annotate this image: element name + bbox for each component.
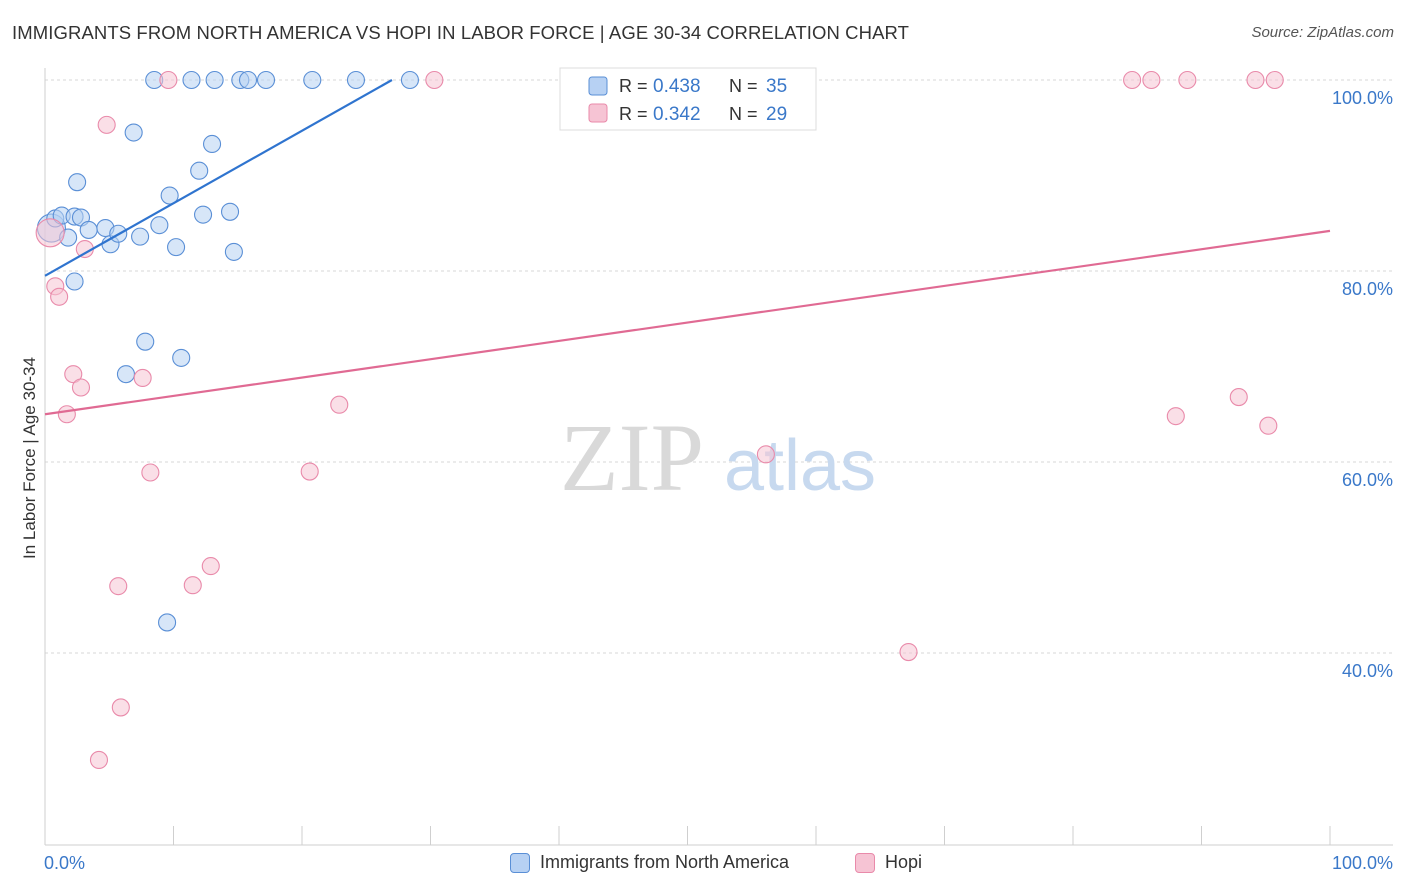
blue-point [158, 613, 177, 632]
y-tick-label: 60.0% [1342, 470, 1393, 490]
chart-title: IMMIGRANTS FROM NORTH AMERICA VS HOPI IN… [12, 22, 910, 43]
series-legend-label: Immigrants from North America [540, 852, 790, 872]
pink-point [1142, 70, 1161, 90]
pink-point [756, 445, 775, 464]
blue-point [256, 70, 276, 90]
blue-point [182, 70, 201, 90]
pink-point [1229, 388, 1248, 407]
blue-point [131, 227, 150, 246]
blue-point [79, 220, 98, 239]
pink-point [425, 70, 444, 90]
legend-n-label: N = [729, 76, 758, 96]
blue-point [303, 70, 322, 90]
legend-n-label: N = [729, 104, 758, 124]
pink-point [50, 287, 69, 306]
pink-point [1166, 407, 1185, 426]
pink-point [1259, 416, 1278, 435]
blue-point [238, 70, 258, 90]
pink-trend-line [44, 229, 1331, 416]
blue-point [167, 238, 186, 257]
watermark-atlas: atlas [724, 426, 876, 506]
y-tick-label: 80.0% [1342, 279, 1393, 299]
tick-labels: 40.0% 60.0% 80.0% 100.0% 0.0% 100.0% [44, 88, 1393, 873]
series-swatch-blue [510, 852, 530, 873]
pink-point [159, 70, 178, 90]
blue-point [224, 242, 243, 261]
pink-point [141, 463, 160, 482]
pink-point [133, 368, 152, 388]
pink-point [1265, 70, 1284, 90]
blue-point [160, 186, 179, 205]
blue-trend-line [44, 79, 393, 277]
pink-point [330, 395, 349, 414]
pink-point [97, 115, 116, 134]
blue-point [150, 216, 169, 235]
series-swatch-pink [855, 852, 875, 873]
pink-point [57, 405, 76, 424]
pink-point [111, 698, 130, 717]
series-legend-item: Immigrants from North America [510, 852, 789, 873]
series-legend: Immigrants from North America Hopi [0, 852, 1406, 878]
blue-point [220, 202, 240, 221]
pink-point [1123, 70, 1142, 90]
legend-r-label: R = [619, 76, 648, 96]
blue-point [194, 205, 213, 224]
blue-point [136, 332, 155, 351]
y-tick-label: 100.0% [1332, 88, 1393, 108]
pink-point [89, 750, 109, 770]
blue-point [205, 70, 224, 90]
legend-r-label: R = [619, 104, 648, 124]
legend-swatch-pink [588, 103, 608, 123]
axes [44, 68, 1393, 846]
legend-r-value: 0.438 [653, 76, 701, 97]
legend: R = 0.438 N = 35 R = 0.342 N = 29 [559, 67, 817, 131]
blue-point [346, 70, 366, 90]
pink-point [1246, 70, 1265, 90]
pink-point [183, 576, 202, 595]
pink-point [109, 577, 128, 596]
legend-swatch-blue [588, 76, 608, 96]
blue-point [203, 134, 222, 154]
blue-point [65, 272, 84, 291]
legend-r-value: 0.342 [653, 104, 701, 125]
trend-lines [44, 79, 1331, 416]
watermark-zip: ZIP [560, 404, 704, 511]
pink-point [35, 218, 65, 248]
pink-point [1178, 70, 1197, 90]
gridlines [45, 79, 1393, 654]
blue-point [172, 348, 191, 367]
data-points [35, 70, 1284, 770]
series-legend-item: Hopi [855, 852, 922, 873]
source-attribution: Source: ZipAtlas.com [1251, 24, 1394, 41]
blue-point [116, 365, 136, 384]
x-tick-label: 0.0% [44, 853, 85, 873]
pink-point [71, 378, 91, 397]
x-tick-label: 100.0% [1332, 853, 1393, 873]
pink-point [201, 557, 220, 576]
blue-point [68, 173, 87, 192]
y-tick-label: 40.0% [1342, 661, 1393, 681]
blue-point [124, 123, 143, 142]
pink-point [64, 365, 83, 384]
pink-point [300, 462, 319, 481]
blue-point [190, 161, 209, 180]
pink-point [899, 642, 918, 662]
watermark: ZIP atlas [560, 404, 876, 511]
legend-n-value: 29 [766, 104, 787, 125]
legend-n-value: 35 [766, 76, 787, 97]
series-legend-label: Hopi [885, 852, 923, 872]
blue-point [400, 70, 419, 90]
